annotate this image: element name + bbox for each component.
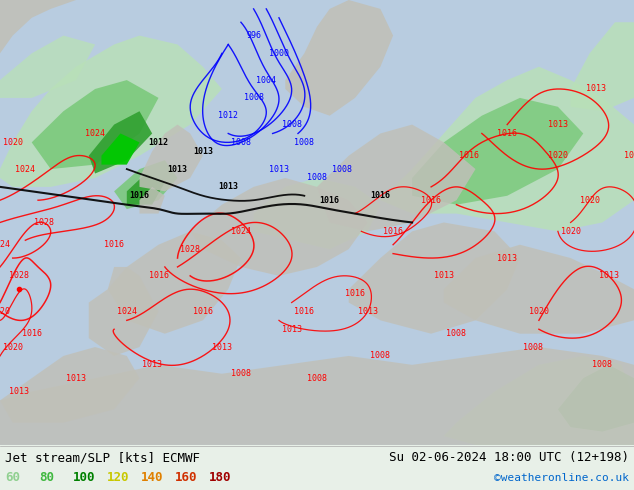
Polygon shape [114,160,178,209]
Polygon shape [0,36,222,187]
Text: 1008: 1008 [522,343,543,351]
Text: 1008: 1008 [370,351,391,361]
Text: 1013: 1013 [598,271,619,280]
Text: Jet stream/SLP [kts] ECMWF: Jet stream/SLP [kts] ECMWF [5,451,200,465]
Polygon shape [0,0,76,53]
Polygon shape [101,133,139,165]
Text: 1016: 1016 [22,329,42,338]
Text: 1013: 1013 [167,165,188,173]
Text: 1008: 1008 [592,360,612,369]
Text: 1013: 1013 [218,182,238,192]
Text: 1013: 1013 [66,374,86,383]
Text: 1016: 1016 [459,151,479,160]
Polygon shape [190,178,368,276]
Text: 1020: 1020 [560,227,581,236]
Polygon shape [0,0,634,445]
Polygon shape [0,36,95,98]
Text: 1016: 1016 [104,240,124,249]
Text: 1020: 1020 [3,343,23,351]
Text: 1000: 1000 [269,49,289,58]
Text: 1016: 1016 [370,191,391,200]
Text: 1024: 1024 [0,240,10,249]
Text: 1013: 1013 [142,360,162,369]
Polygon shape [254,178,380,249]
Text: 1020: 1020 [579,196,600,205]
Text: 1020: 1020 [3,138,23,147]
Text: 120: 120 [107,471,129,485]
Polygon shape [127,173,165,205]
Polygon shape [0,347,139,423]
Text: 1008: 1008 [307,374,327,383]
Text: 1008: 1008 [294,138,314,147]
Text: 1020: 1020 [548,151,568,160]
Text: 180: 180 [209,471,231,485]
Text: 1013: 1013 [586,84,606,94]
Polygon shape [108,231,241,334]
Polygon shape [89,267,158,356]
Text: 1028: 1028 [9,271,29,280]
Text: 1016: 1016 [497,129,517,138]
Text: 160: 160 [175,471,198,485]
Text: 1013: 1013 [624,151,634,160]
Text: 60: 60 [5,471,20,485]
Text: Su 02-06-2024 18:00 UTC (12+198): Su 02-06-2024 18:00 UTC (12+198) [389,451,629,465]
Text: 1028: 1028 [34,218,55,227]
Text: 1020: 1020 [529,307,549,316]
Text: 1013: 1013 [434,271,454,280]
Polygon shape [349,222,520,334]
Text: 1008: 1008 [281,120,302,129]
Text: 1008: 1008 [332,165,353,173]
Text: 1012: 1012 [218,111,238,120]
Polygon shape [139,187,165,214]
Polygon shape [0,347,634,445]
Text: 1016: 1016 [148,271,169,280]
Text: 1016: 1016 [421,196,441,205]
Polygon shape [317,124,476,231]
Text: 1024: 1024 [231,227,251,236]
Text: 1008: 1008 [307,173,327,182]
Text: 140: 140 [141,471,164,485]
Polygon shape [285,0,393,116]
Text: 1013: 1013 [212,343,232,351]
Polygon shape [571,22,634,111]
Text: 1016: 1016 [129,191,150,200]
Text: 1008: 1008 [446,329,467,338]
Polygon shape [89,111,152,173]
Text: 996: 996 [246,31,261,40]
Text: 1016: 1016 [294,307,314,316]
Text: 1008: 1008 [231,138,251,147]
Text: 1013: 1013 [358,307,378,316]
Text: 1024: 1024 [15,165,36,173]
Text: 1013: 1013 [497,253,517,263]
Text: 1024: 1024 [85,129,105,138]
Text: 1008: 1008 [231,369,251,378]
Polygon shape [380,67,634,231]
Polygon shape [32,80,158,169]
Text: 1013: 1013 [281,325,302,334]
Text: 1013: 1013 [269,165,289,173]
Polygon shape [139,124,203,191]
Text: 1013: 1013 [548,120,568,129]
Text: 1016: 1016 [320,196,340,205]
Text: 100: 100 [73,471,96,485]
Polygon shape [444,356,634,445]
Polygon shape [444,245,634,334]
Text: 1008: 1008 [243,94,264,102]
Text: 80: 80 [39,471,54,485]
Text: 1013: 1013 [193,147,213,156]
Text: 1012: 1012 [148,138,169,147]
Text: 1013: 1013 [9,387,29,396]
Text: 1016: 1016 [345,289,365,298]
Polygon shape [412,98,583,205]
Text: 1024: 1024 [117,307,137,316]
Text: 1028: 1028 [180,245,200,254]
Text: 1016: 1016 [193,307,213,316]
Text: 1020: 1020 [0,307,10,316]
Polygon shape [558,365,634,432]
Text: ©weatheronline.co.uk: ©weatheronline.co.uk [494,473,629,483]
Text: 1004: 1004 [256,75,276,85]
Text: 1016: 1016 [383,227,403,236]
